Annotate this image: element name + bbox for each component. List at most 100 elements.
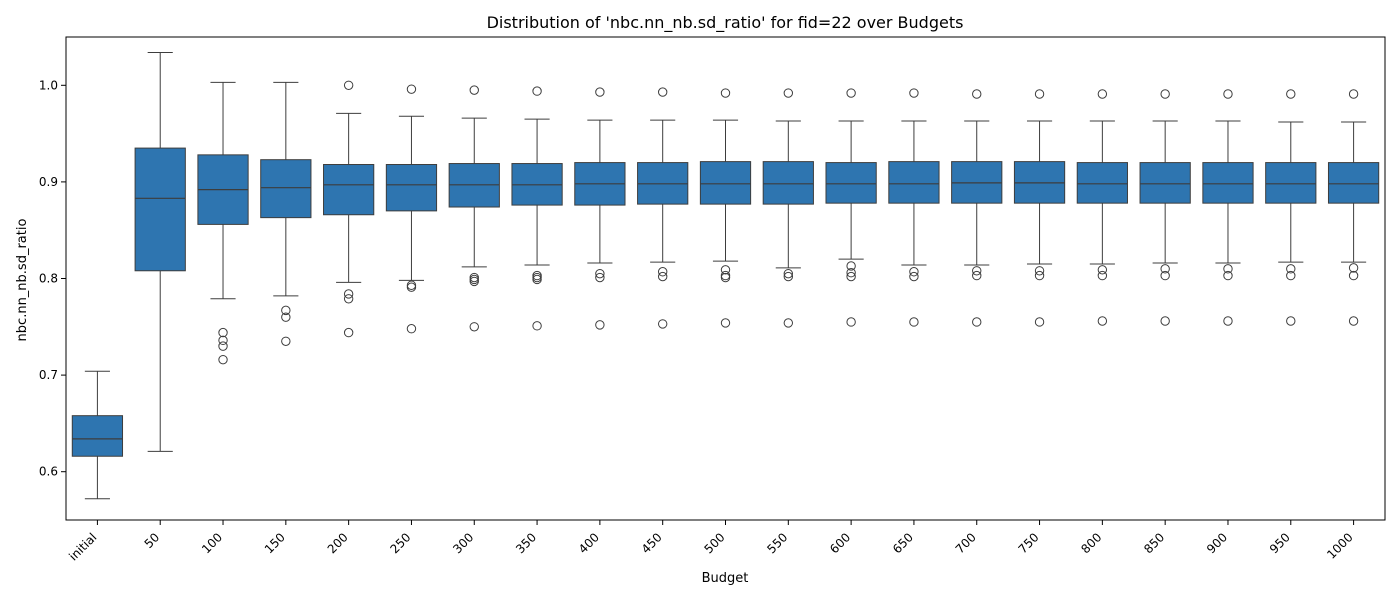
outlier-point bbox=[1160, 89, 1170, 99]
outlier-point bbox=[720, 265, 731, 275]
outlier-point bbox=[972, 266, 982, 276]
outlier-point bbox=[1223, 264, 1233, 274]
outlier-point bbox=[343, 327, 354, 338]
outlier-point bbox=[846, 268, 856, 278]
outlier-point bbox=[1160, 316, 1170, 326]
box-800 bbox=[1076, 89, 1128, 326]
box-350 bbox=[511, 86, 563, 331]
outlier-point bbox=[218, 335, 228, 346]
iqr-box bbox=[1139, 162, 1191, 204]
x-tick-label: initial bbox=[66, 530, 99, 563]
box-initial bbox=[71, 370, 124, 500]
iqr-box bbox=[888, 161, 940, 204]
box-700 bbox=[951, 89, 1003, 327]
outlier-point bbox=[1097, 89, 1108, 99]
outlier-point bbox=[406, 84, 417, 94]
outlier-point bbox=[343, 289, 354, 299]
y-axis: 0.6 0.7 0.8 0.9 1.0 bbox=[39, 78, 66, 479]
outlier-point bbox=[218, 341, 228, 351]
box-550 bbox=[762, 88, 814, 328]
box-250 bbox=[385, 84, 438, 334]
iqr-box bbox=[1327, 162, 1380, 204]
outlier-point bbox=[657, 267, 668, 277]
x-tick-label: 400 bbox=[576, 530, 602, 556]
outlier-point bbox=[720, 272, 731, 283]
iqr-box bbox=[260, 159, 312, 219]
outlier-point bbox=[1034, 270, 1045, 281]
outlier-point bbox=[532, 272, 542, 283]
box-900 bbox=[1202, 89, 1254, 326]
iqr-box bbox=[385, 164, 438, 212]
iqr-box bbox=[699, 161, 752, 205]
x-tick-label: 700 bbox=[953, 530, 979, 556]
outlier-point bbox=[1223, 316, 1233, 326]
iqr-box bbox=[71, 415, 124, 457]
outlier-point bbox=[909, 88, 919, 98]
x-tick-label: 300 bbox=[450, 530, 476, 556]
outlier-point bbox=[595, 87, 605, 97]
outlier-point bbox=[469, 274, 479, 285]
outlier-point bbox=[909, 267, 919, 277]
outlier-point bbox=[846, 88, 856, 98]
outlier-point bbox=[1034, 266, 1045, 276]
iqr-box bbox=[323, 164, 375, 216]
outlier-point bbox=[972, 270, 982, 281]
outlier-point bbox=[846, 271, 856, 282]
outlier-point bbox=[783, 271, 794, 282]
outlier-point bbox=[406, 324, 417, 334]
outlier-point bbox=[1160, 270, 1170, 281]
outlier-point bbox=[1286, 89, 1296, 99]
box-600 bbox=[825, 88, 877, 327]
outlier-point bbox=[909, 271, 919, 282]
outlier-point bbox=[1223, 89, 1233, 99]
box-1000 bbox=[1327, 89, 1380, 326]
box-100 bbox=[197, 81, 249, 365]
outlier-point bbox=[343, 294, 354, 304]
outlier-point bbox=[595, 268, 605, 279]
box-150 bbox=[260, 81, 312, 346]
y-axis-title: nbc.nn_nb.sd_ratio bbox=[15, 219, 30, 342]
x-tick-label: 900 bbox=[1204, 530, 1230, 556]
outlier-point bbox=[469, 85, 479, 95]
x-tick-label: 350 bbox=[513, 530, 539, 556]
outlier-point bbox=[532, 274, 542, 285]
x-axis: initial 50 100 150 200 250 300 350 400 450 500 550 6… bbox=[66, 520, 1356, 563]
box-950 bbox=[1265, 89, 1317, 326]
x-tick-label: 750 bbox=[1016, 530, 1042, 556]
chart-title: Distribution of 'nbc.nn_nb.sd_ratio' for… bbox=[487, 13, 964, 33]
outlier-point bbox=[846, 317, 856, 327]
outlier-point bbox=[406, 282, 417, 292]
outlier-point bbox=[1286, 316, 1296, 326]
outlier-point bbox=[1348, 263, 1359, 273]
outlier-point bbox=[1286, 270, 1296, 281]
outlier-point bbox=[1223, 270, 1233, 281]
x-tick-label: 200 bbox=[325, 530, 351, 556]
x-tick-label: 600 bbox=[827, 530, 853, 556]
x-tick-label: 100 bbox=[199, 530, 225, 556]
x-tick-label: 950 bbox=[1267, 530, 1293, 556]
outlier-point bbox=[720, 88, 731, 98]
x-tick-label: 850 bbox=[1141, 530, 1167, 556]
x-tick-label: 800 bbox=[1078, 530, 1104, 556]
plot-frame bbox=[65, 36, 1386, 521]
iqr-box bbox=[762, 161, 814, 205]
outlier-point bbox=[720, 270, 731, 281]
x-tick-label: 550 bbox=[764, 530, 790, 556]
outlier-point bbox=[783, 88, 794, 98]
outlier-point bbox=[846, 261, 856, 271]
box-450 bbox=[637, 87, 689, 329]
outlier-point bbox=[406, 280, 417, 290]
x-tick-label: 250 bbox=[387, 530, 413, 556]
box-50 bbox=[134, 51, 186, 452]
outlier-point bbox=[595, 320, 605, 330]
outlier-point bbox=[343, 80, 354, 91]
outlier-point bbox=[469, 276, 479, 287]
outlier-point bbox=[1097, 270, 1108, 281]
outlier-point bbox=[1348, 89, 1359, 99]
outlier-point bbox=[972, 89, 982, 99]
outlier-point bbox=[281, 305, 291, 316]
outlier-point bbox=[657, 319, 668, 329]
outlier-point bbox=[1160, 264, 1170, 274]
outlier-point bbox=[1286, 264, 1296, 274]
